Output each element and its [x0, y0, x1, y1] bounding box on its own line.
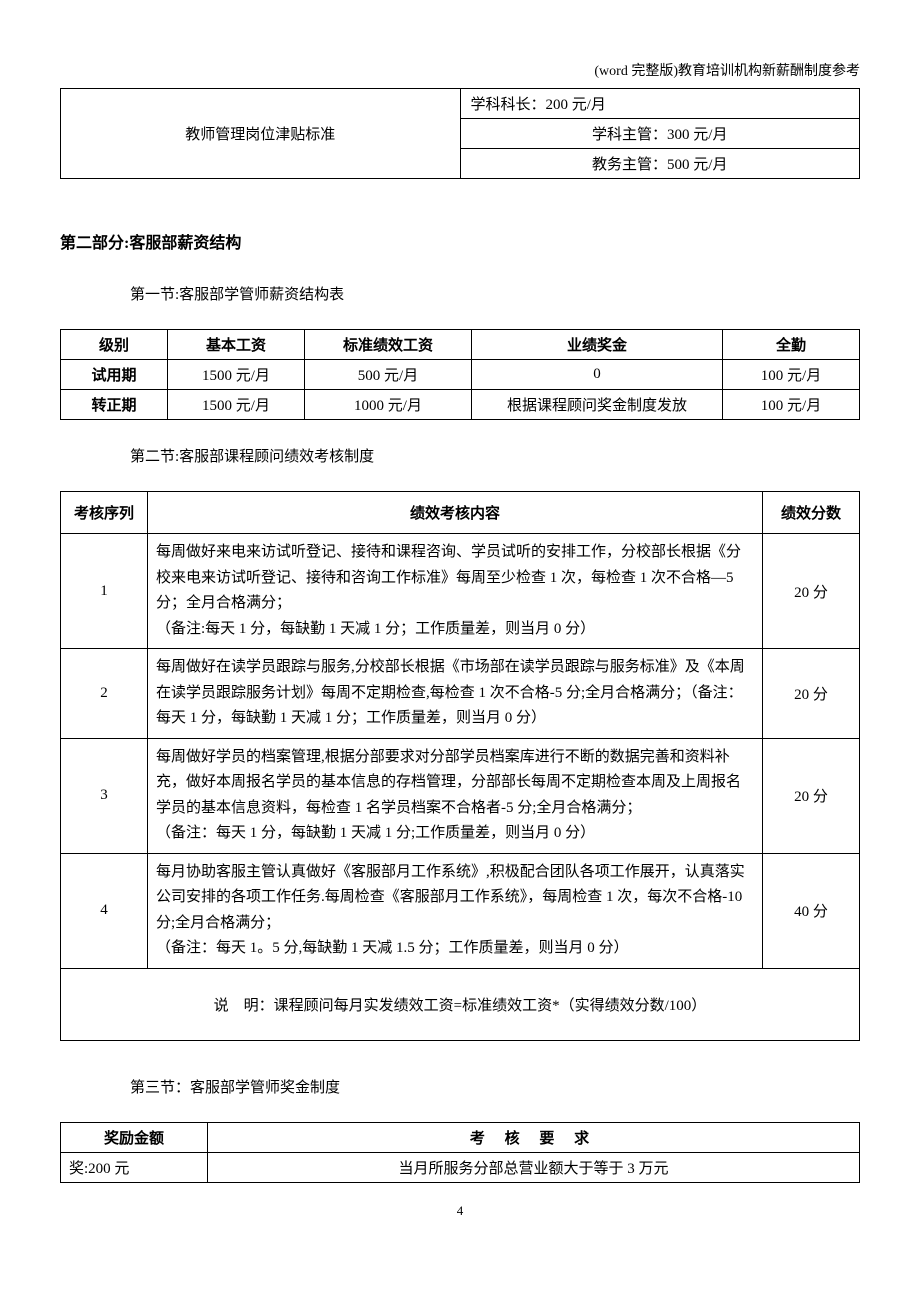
- bonus-cell: 奖:200 元: [61, 1152, 208, 1182]
- salary-header-4: 全勤: [723, 330, 860, 360]
- salary-header-0: 级别: [61, 330, 168, 360]
- perf-content: 每周做好在读学员跟踪与服务,分校部长根据《市场部在读学员跟踪与服务标准》及《本周…: [148, 649, 763, 739]
- performance-table: 考核序列 绩效考核内容 绩效分数 1 每周做好来电来访试听登记、接待和课程咨询、…: [60, 491, 860, 1041]
- salary-cell: 1500 元/月: [168, 390, 305, 420]
- subsection-2: 第二节:客服部课程顾问绩效考核制度: [130, 445, 860, 466]
- perf-header-0: 考核序列: [61, 492, 148, 534]
- allowance-label: 教师管理岗位津贴标准: [61, 89, 461, 179]
- perf-score: 20 分: [763, 738, 860, 853]
- perf-header-1: 绩效考核内容: [148, 492, 763, 534]
- perf-header-2: 绩效分数: [763, 492, 860, 534]
- salary-cell: 100 元/月: [723, 390, 860, 420]
- salary-header-3: 业绩奖金: [472, 330, 723, 360]
- salary-cell: 500 元/月: [305, 360, 472, 390]
- perf-content: 每月协助客服主管认真做好《客服部月工作系统》,积极配合团队各项工作展开，认真落实…: [148, 853, 763, 968]
- bonus-header-0: 奖励金额: [61, 1122, 208, 1152]
- page-number: 4: [60, 1203, 860, 1219]
- table-row: 奖:200 元 当月所服务分部总营业额大于等于 3 万元: [61, 1152, 860, 1182]
- bonus-cell: 当月所服务分部总营业额大于等于 3 万元: [208, 1152, 860, 1182]
- table-row: 1 每周做好来电来访试听登记、接待和课程咨询、学员试听的安排工作，分校部长根据《…: [61, 534, 860, 649]
- salary-cell: 0: [472, 360, 723, 390]
- table-row: 4 每月协助客服主管认真做好《客服部月工作系统》,积极配合团队各项工作展开，认真…: [61, 853, 860, 968]
- salary-cell: 根据课程顾问奖金制度发放: [472, 390, 723, 420]
- perf-seq: 1: [61, 534, 148, 649]
- table-row: 2 每周做好在读学员跟踪与服务,分校部长根据《市场部在读学员跟踪与服务标准》及《…: [61, 649, 860, 739]
- perf-content: 每周做好学员的档案管理,根据分部要求对分部学员档案库进行不断的数据完善和资料补充…: [148, 738, 763, 853]
- page-header: (word 完整版)教育培训机构新薪酬制度参考: [60, 60, 860, 80]
- table-row: 转正期 1500 元/月 1000 元/月 根据课程顾问奖金制度发放 100 元…: [61, 390, 860, 420]
- salary-cell: 100 元/月: [723, 360, 860, 390]
- subsection-3: 第三节：客服部学管师奖金制度: [130, 1076, 860, 1097]
- allowance-table: 教师管理岗位津贴标准 学科科长：200 元/月 学科主管：300 元/月 教务主…: [60, 88, 860, 179]
- salary-cell: 试用期: [61, 360, 168, 390]
- perf-seq: 3: [61, 738, 148, 853]
- perf-seq: 2: [61, 649, 148, 739]
- perf-note: 说 明：课程顾问每月实发绩效工资=标准绩效工资*（实得绩效分数/100）: [61, 968, 860, 1040]
- perf-content: 每周做好来电来访试听登记、接待和课程咨询、学员试听的安排工作，分校部长根据《分校…: [148, 534, 763, 649]
- bonus-table: 奖励金额 考 核 要 求 奖:200 元 当月所服务分部总营业额大于等于 3 万…: [60, 1122, 860, 1183]
- allowance-row-2: 教务主管：500 元/月: [460, 149, 860, 179]
- subsection-1: 第一节:客服部学管师薪资结构表: [130, 283, 860, 304]
- salary-cell: 1500 元/月: [168, 360, 305, 390]
- section-2-heading: 第二部分:客服部薪资结构: [60, 229, 860, 253]
- salary-header-2: 标准绩效工资: [305, 330, 472, 360]
- perf-score: 20 分: [763, 649, 860, 739]
- perf-score: 20 分: [763, 534, 860, 649]
- salary-cell: 1000 元/月: [305, 390, 472, 420]
- perf-seq: 4: [61, 853, 148, 968]
- allowance-row-1: 学科主管：300 元/月: [460, 119, 860, 149]
- salary-header-1: 基本工资: [168, 330, 305, 360]
- salary-cell: 转正期: [61, 390, 168, 420]
- salary-table: 级别 基本工资 标准绩效工资 业绩奖金 全勤 试用期 1500 元/月 500 …: [60, 329, 860, 420]
- table-row: 3 每周做好学员的档案管理,根据分部要求对分部学员档案库进行不断的数据完善和资料…: [61, 738, 860, 853]
- allowance-row-0: 学科科长：200 元/月: [460, 89, 860, 119]
- bonus-header-1: 考 核 要 求: [208, 1122, 860, 1152]
- table-row: 试用期 1500 元/月 500 元/月 0 100 元/月: [61, 360, 860, 390]
- perf-score: 40 分: [763, 853, 860, 968]
